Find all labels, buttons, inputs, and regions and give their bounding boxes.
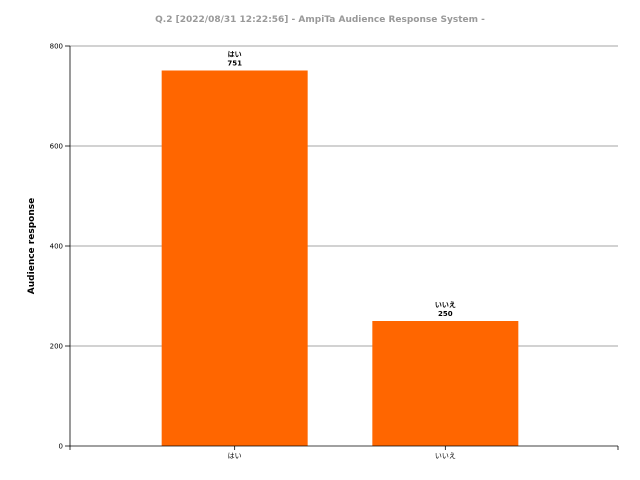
bar-1 (161, 70, 308, 446)
axes (65, 45, 619, 450)
bars (161, 70, 519, 446)
bar-category-label: はい (228, 51, 242, 59)
y-tick-label: 200 (50, 343, 63, 351)
bar-value-label: 751 (227, 60, 242, 68)
y-tick-label: 600 (50, 143, 63, 151)
bar-category-label: いいえ (435, 300, 456, 309)
gridlines (70, 45, 618, 347)
x-tick-label: いいえ (435, 452, 456, 460)
y-tick-label: 800 (50, 43, 63, 51)
x-tick-label: はい (228, 452, 242, 460)
chart-title: Q.2 [2022/08/31 12:22:56] - AmpiTa Audie… (155, 15, 485, 25)
bar-value-label: 250 (438, 310, 453, 318)
y-tick-label: 0 (59, 443, 63, 451)
y-axis-label: Audience response (27, 198, 37, 294)
bar-2 (372, 321, 519, 446)
y-tick-label: 400 (50, 243, 63, 251)
